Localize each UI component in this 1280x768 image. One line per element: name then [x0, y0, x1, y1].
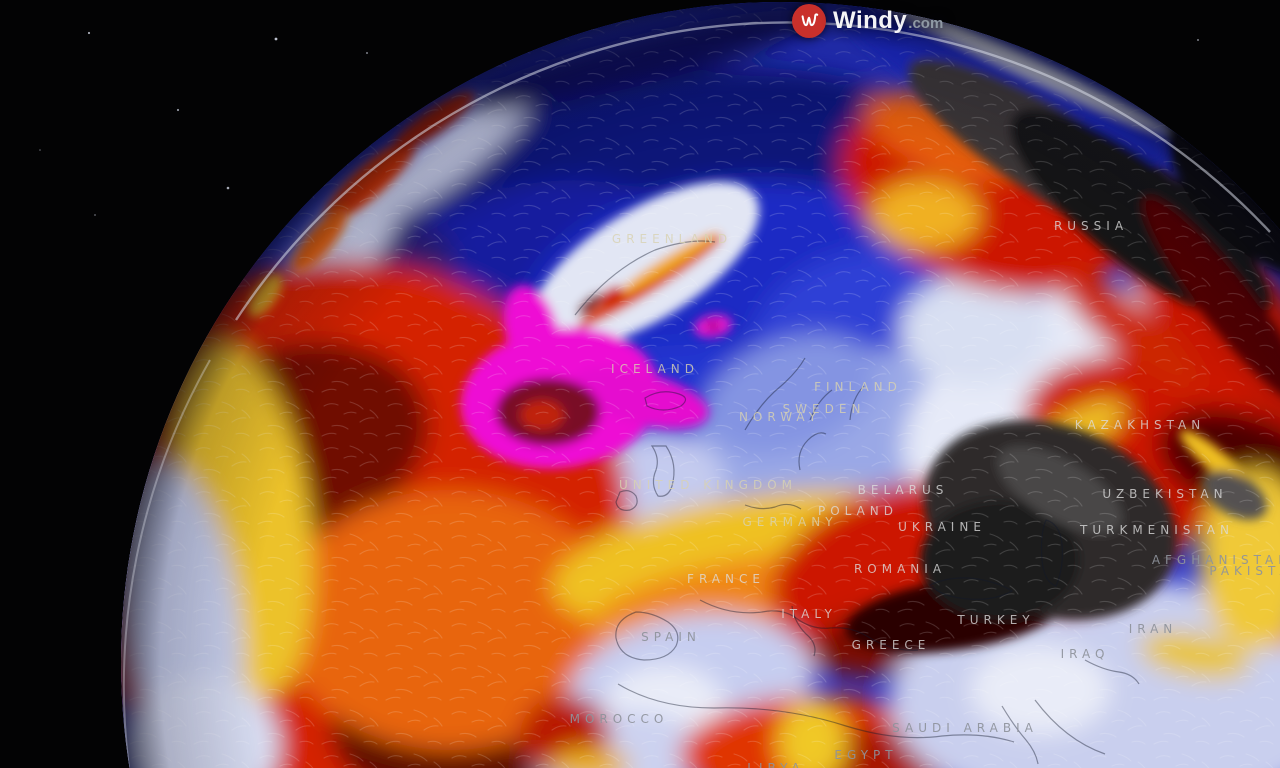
country-label: UZBEKISTAN [1102, 487, 1227, 501]
country-label: LIBYA [747, 761, 804, 768]
globe-rim-highlight [234, 21, 1271, 321]
country-label: ICELAND [611, 362, 699, 376]
country-label: GREENLAND [612, 232, 732, 246]
country-label: SPAIN [641, 630, 701, 644]
country-label: IRAN [1129, 622, 1178, 636]
country-label: ROMANIA [854, 562, 946, 576]
country-label: MOROCCO [570, 712, 669, 726]
stars [39, 31, 1199, 216]
windy-logo[interactable]: Windy .com [792, 4, 943, 38]
country-label: GERMANY [742, 515, 837, 529]
country-label: UNITED KINGDOM [619, 478, 797, 492]
country-label: BELARUS [858, 483, 949, 497]
country-label: FINLAND [814, 380, 902, 394]
country-label: TURKEY [956, 613, 1034, 627]
globe-limb-shading [121, 2, 1280, 768]
country-label: GREECE [852, 638, 931, 652]
country-label: IRAQ [1061, 647, 1110, 661]
country-label: RUSSIA [1054, 219, 1128, 233]
windy-swirl-icon [792, 4, 826, 38]
globe-rim-highlight-left [122, 359, 211, 768]
country-label: TURKMENISTAN [1079, 523, 1234, 537]
windy-domain: .com [908, 15, 944, 32]
country-label: NORWAY [739, 410, 821, 424]
country-label: AFGHANISTAN [1152, 553, 1280, 567]
country-label: EGYPT [834, 748, 897, 762]
country-label: KAZAKHSTAN [1075, 418, 1205, 432]
country-label: POLAND [818, 504, 898, 518]
country-label: SAUDI ARABIA [892, 721, 1038, 735]
windy-wordmark: Windy .com [833, 7, 943, 35]
windy-name: Windy [833, 7, 908, 34]
country-label: UKRAINE [898, 520, 986, 534]
country-label: ITALY [781, 607, 837, 621]
country-label: PAKISTAN [1209, 564, 1280, 578]
country-label: SWEDEN [783, 402, 866, 416]
country-label: FRANCE [687, 572, 765, 586]
